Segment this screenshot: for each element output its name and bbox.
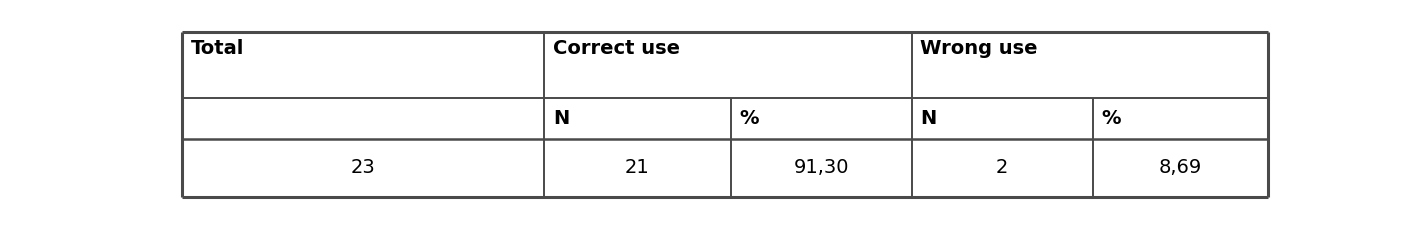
Text: N: N [920, 109, 937, 128]
Text: Total: Total [191, 39, 245, 59]
Text: Wrong use: Wrong use [920, 39, 1037, 59]
Text: 91,30: 91,30 [794, 158, 849, 178]
Text: Correct use: Correct use [553, 39, 681, 59]
Text: %: % [1101, 109, 1121, 128]
Text: N: N [553, 109, 569, 128]
Text: %: % [740, 109, 758, 128]
Text: 23: 23 [351, 158, 375, 178]
Text: 8,69: 8,69 [1159, 158, 1201, 178]
Text: 2: 2 [996, 158, 1009, 178]
Text: 21: 21 [625, 158, 649, 178]
